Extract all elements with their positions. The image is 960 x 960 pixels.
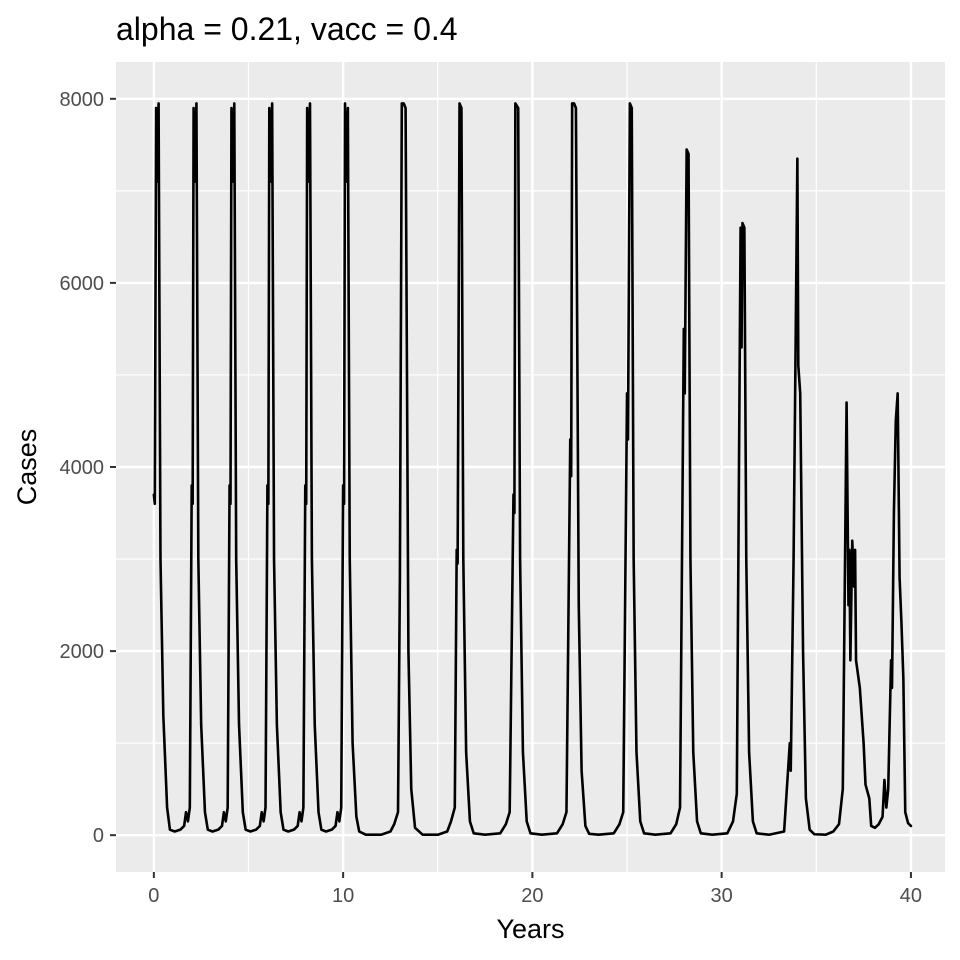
x-tick-label: 40 bbox=[900, 885, 922, 907]
x-axis-title: Years bbox=[496, 914, 564, 944]
chart-title: alpha = 0.21, vacc = 0.4 bbox=[116, 11, 458, 47]
series-layer bbox=[152, 102, 913, 837]
y-tick-label: 2000 bbox=[60, 641, 105, 663]
x-tick-label: 30 bbox=[711, 885, 733, 907]
y-tick-label: 6000 bbox=[60, 273, 105, 295]
x-tick-label: 20 bbox=[521, 885, 543, 907]
series-line-cases bbox=[152, 102, 913, 837]
axis-ticks bbox=[110, 97, 912, 878]
y-tick-label: 4000 bbox=[60, 457, 105, 479]
y-tick-label: 8000 bbox=[60, 89, 105, 111]
y-tick-labels: 0 2000 4000 6000 8000 bbox=[60, 89, 105, 847]
x-tick-label: 10 bbox=[332, 885, 354, 907]
x-tick-labels: 0 10 20 30 40 bbox=[148, 885, 922, 907]
x-tick-label: 0 bbox=[148, 885, 159, 907]
y-tick-label: 0 bbox=[93, 825, 104, 847]
y-axis-title: Cases bbox=[12, 429, 42, 506]
